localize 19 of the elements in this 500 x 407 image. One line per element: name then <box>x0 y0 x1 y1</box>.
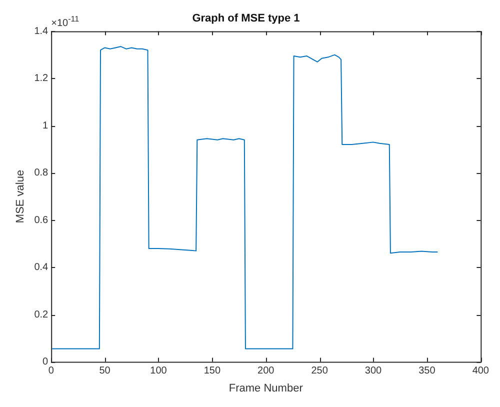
x-tick-label: 300 <box>364 366 382 377</box>
y-tick-label: 1.2 <box>34 73 49 84</box>
x-tick-label: 400 <box>472 366 490 377</box>
x-tick-label: 150 <box>204 366 221 377</box>
y-axis-title: MSE value <box>14 170 27 224</box>
y-tick-label: 0.4 <box>34 262 49 274</box>
x-axis-title: Frame Number <box>228 382 304 394</box>
y-tick-label: 0.2 <box>34 309 49 320</box>
y-tick-label: 1.4 <box>34 26 49 37</box>
y-tick-label: 0.8 <box>34 168 49 179</box>
y-tick-label: 0 <box>42 356 49 368</box>
y-tick-label: 1 <box>42 120 49 132</box>
x-tick-label: 100 <box>150 366 168 377</box>
x-tick-label: 50 <box>99 366 111 377</box>
chart-title: Graph of MSE type 1 <box>192 12 300 25</box>
x-tick-label: 350 <box>418 366 436 377</box>
x-tick-label: 200 <box>258 366 275 377</box>
x-tick-label: 250 <box>311 366 328 377</box>
y-tick-label: 0.6 <box>34 214 49 226</box>
